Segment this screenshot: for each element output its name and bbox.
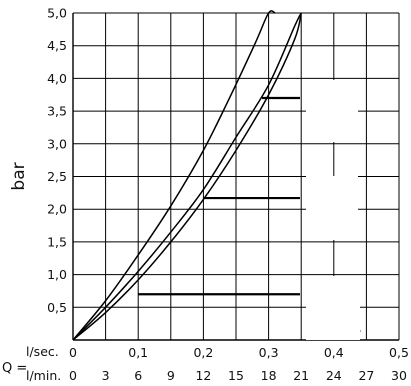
y-axis-label: bar: [9, 162, 29, 190]
x-tick-label-lmin: 24: [326, 368, 342, 383]
x-tick-label-lmin: 21: [293, 368, 309, 383]
y-tick-label: 0,5: [47, 300, 67, 315]
x-tick-label-lsec: 0,5: [389, 345, 409, 360]
unit-lsec: l/sec.: [26, 344, 59, 359]
series-line-1: [72, 10, 276, 341]
series-line-2: [72, 12, 302, 341]
y-tick-label: 5,0: [47, 6, 67, 21]
y-tick-label: 4,0: [47, 71, 67, 86]
y-tick-label: 2,0: [47, 202, 67, 217]
rain-bg: [306, 276, 360, 340]
y-tick-label: 3,5: [47, 104, 67, 119]
series-curves: [72, 10, 302, 341]
x-tick-label-lmin: 0: [69, 368, 77, 383]
massage-bg: [306, 80, 358, 142]
x-tick-label-lmin: 15: [228, 368, 244, 383]
x-tick-label-lmin: 27: [358, 368, 374, 383]
x-tick-label-lmin: 18: [261, 368, 277, 383]
axis-labels: 0,5 1,0 1,5 2,0 2,5 3,0 3,5 4,0 4,5 5,0 bar 0 0,1 0,2…: [2, 6, 409, 384]
annotations: [138, 96, 300, 296]
series-line-3: [72, 12, 302, 341]
dots-bg: [306, 176, 358, 240]
x-tick-label-lsec: 0,2: [193, 345, 213, 360]
y-tick-label: 2,5: [47, 169, 67, 184]
y-tick-label: 4,5: [47, 38, 67, 53]
x-tick-label-lsec: 0,3: [259, 345, 279, 360]
y-tick-label: 3,0: [47, 136, 67, 151]
x-tick-label-lsec: 0,4: [324, 345, 344, 360]
x-tick-label-lsec: 0: [69, 345, 77, 360]
x-tick-label-lsec: 0,1: [128, 345, 148, 360]
x-tick-label-lmin: 3: [102, 368, 110, 383]
x-tick-label-lmin: 6: [134, 368, 142, 383]
unit-lmin: l/min.: [26, 368, 61, 383]
q-label: Q =: [2, 361, 27, 376]
x-tick-label-lmin: 30: [391, 368, 407, 383]
y-tick-label: 1,0: [47, 267, 67, 282]
y-tick-label: 1,5: [47, 234, 67, 249]
x-tick-label-lmin: 12: [195, 368, 211, 383]
x-tick-label-lmin: 9: [167, 368, 175, 383]
spray-icons: [306, 80, 361, 340]
